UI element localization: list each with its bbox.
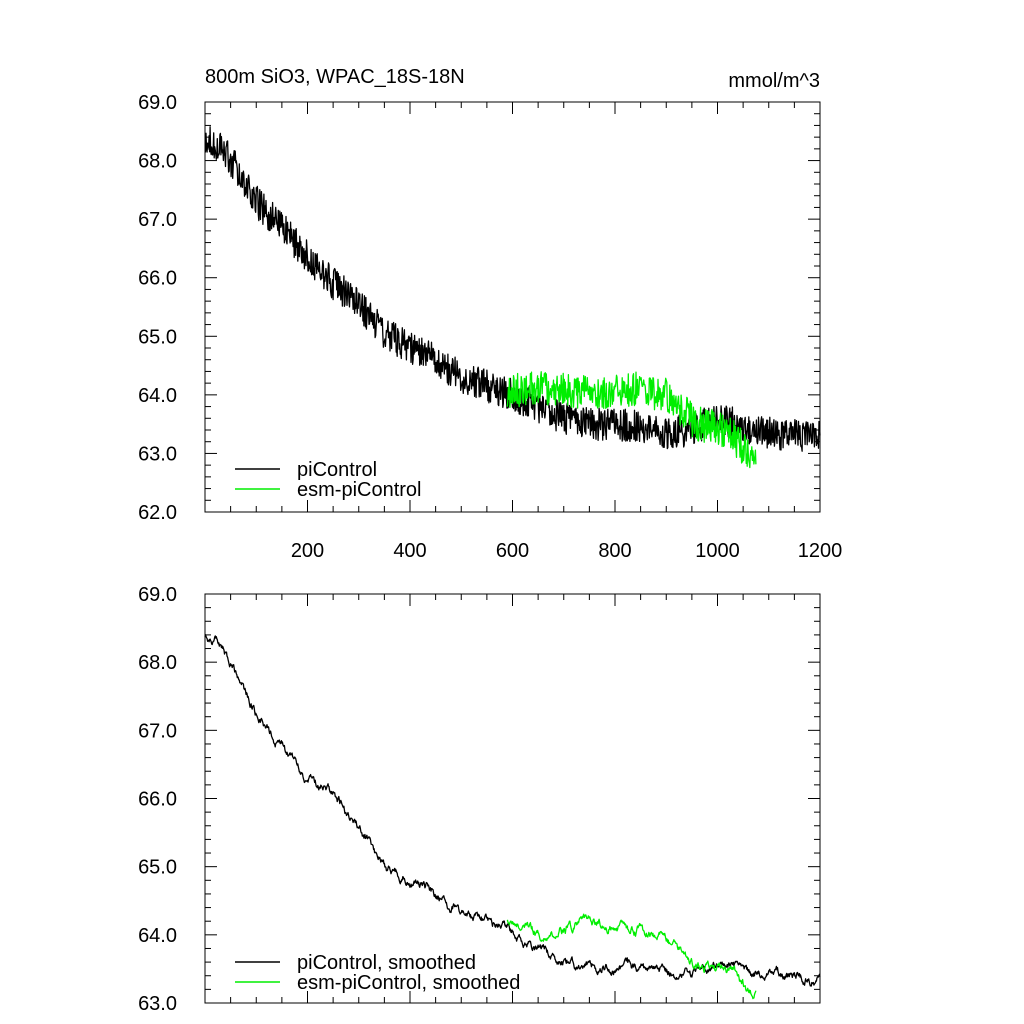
y-tick-label: 69.0 xyxy=(138,584,177,606)
y-tick-label: 66.0 xyxy=(138,789,177,811)
chart-title: 800m SiO3, WPAC_18S-18N xyxy=(205,66,465,88)
y-tick-label: 65.0 xyxy=(138,857,177,879)
y-tick-label: 66.0 xyxy=(138,268,177,290)
y-tick-label: 62.0 xyxy=(138,502,177,524)
top-panel: 62.0 63.0 64.0 65.0 66.0 67.0 68.0 69.0 200 400 60… xyxy=(138,92,842,562)
y-tick-label: 63.0 xyxy=(138,443,177,465)
y-tick-label: 67.0 xyxy=(138,720,177,742)
x-tick-label: 1000 xyxy=(695,540,740,562)
y-tick-label: 69.0 xyxy=(138,92,177,114)
legend-label: piControl xyxy=(297,459,377,481)
units-label: mmol/m^3 xyxy=(728,70,820,92)
series-line-esm-picontrol xyxy=(506,371,757,469)
y-tick-label: 68.0 xyxy=(138,652,177,674)
bottom-panel: 63.0 64.0 65.0 66.0 67.0 68.0 69.0 piControl, s… xyxy=(138,584,821,1015)
x-tick-label: 600 xyxy=(496,540,529,562)
series-line-esm-picontrol-smoothed xyxy=(506,913,757,1000)
x-tick-label: 800 xyxy=(598,540,631,562)
y-tick-label: 67.0 xyxy=(138,209,177,231)
series-line-picontrol-smoothed xyxy=(204,634,821,987)
y-tick-label: 64.0 xyxy=(138,385,177,407)
x-tick-label: 1200 xyxy=(798,540,843,562)
y-tick-label: 68.0 xyxy=(138,151,177,173)
plot-frame xyxy=(204,593,821,1004)
plot-frame xyxy=(204,101,821,513)
legend-label: piControl, smoothed xyxy=(297,952,476,974)
legend-label: esm-piControl xyxy=(297,479,421,501)
x-tick-label: 200 xyxy=(291,540,324,562)
legend-label: esm-piControl, smoothed xyxy=(297,972,520,994)
y-tick-label: 65.0 xyxy=(138,326,177,348)
x-tick-label: 400 xyxy=(393,540,426,562)
y-tick-label: 63.0 xyxy=(138,993,177,1015)
y-tick-label: 64.0 xyxy=(138,925,177,947)
